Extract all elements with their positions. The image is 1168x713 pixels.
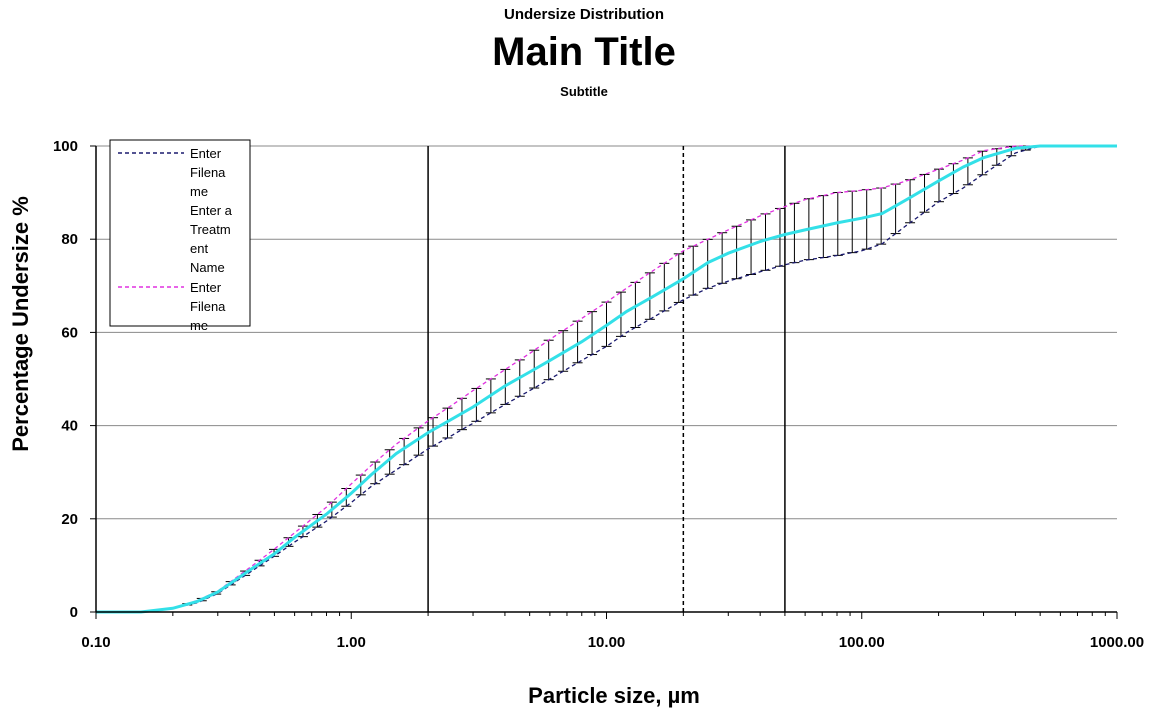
y-axis-label: Percentage Undersize % (8, 196, 33, 452)
chart-main-title: Main Title (492, 30, 676, 74)
legend-label: Filena (190, 299, 226, 314)
tick-labels: 0 20 40 60 80 100 0.10 1.00 10.00 100.00 1000.00 (53, 138, 1144, 651)
data-series (96, 144, 1117, 614)
x-tick-label: 1000.00 (1090, 634, 1144, 651)
legend: Enter Filena me Enter a Treatm ent Name Enter Fi… (109, 139, 251, 333)
x-tick-label: 10.00 (588, 634, 626, 651)
legend-label: Treatm (190, 222, 231, 237)
series-line (96, 145, 1117, 613)
legend-box (109, 139, 251, 327)
reference-lines (427, 146, 786, 612)
x-tick-label: 0.10 (81, 634, 110, 651)
legend-label: Enter (190, 146, 222, 161)
legend-label: Name (190, 260, 225, 275)
y-tick-label: 40 (61, 418, 78, 435)
axes (90, 145, 1118, 619)
series-line (96, 144, 1117, 614)
y-tick-label: 100 (53, 138, 78, 155)
x-tick-label: 1.00 (337, 634, 366, 651)
y-tick-label: 60 (61, 324, 78, 341)
y-tick-label: 80 (61, 231, 78, 248)
legend-label: Enter a (190, 203, 233, 218)
legend-label: ent (190, 241, 208, 256)
series-line (96, 145, 1117, 613)
legend-label: Filena (190, 165, 226, 180)
error-bars (182, 145, 1031, 606)
x-tick-label: 100.00 (839, 634, 885, 651)
legend-label: me (190, 184, 208, 199)
y-tick-label: 0 (70, 604, 78, 621)
x-axis-label: Particle size, µm (528, 683, 700, 708)
y-tick-label: 20 (61, 511, 78, 528)
chart-supertitle: Undersize Distribution (503, 6, 664, 23)
legend-label: Enter (190, 280, 222, 295)
chart-subtitle: Subtitle (560, 84, 608, 99)
legend-label: me (190, 318, 208, 333)
